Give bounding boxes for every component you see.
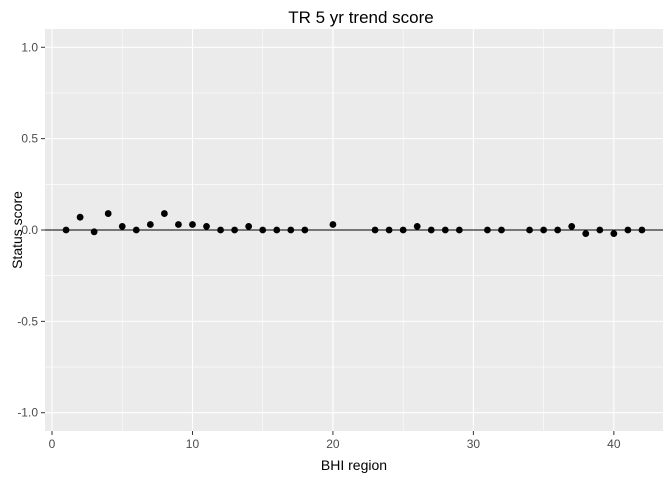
data-point	[90, 228, 98, 236]
x-axis-title: BHI region	[321, 457, 387, 473]
data-point	[62, 226, 70, 234]
data-point	[371, 226, 379, 234]
data-point	[540, 226, 548, 234]
data-point	[610, 230, 618, 238]
data-point	[245, 222, 253, 230]
data-point	[526, 226, 533, 234]
data-point	[132, 226, 140, 234]
data-point	[399, 226, 407, 234]
x-tick-label: 20	[326, 437, 340, 451]
data-point	[498, 226, 505, 234]
y-tick-label: 0.0	[21, 223, 38, 237]
x-tick-label: 40	[607, 437, 621, 451]
data-point	[217, 226, 224, 234]
y-axis: -1.0 -0.5 0.0 0.5 1.0	[17, 40, 45, 420]
data-point	[76, 213, 84, 221]
data-point	[596, 226, 604, 234]
data-point	[385, 226, 393, 234]
chart-title: TR 5 yr trend score	[288, 8, 434, 27]
data-point	[582, 230, 590, 238]
data-point	[118, 222, 126, 230]
data-point	[301, 226, 309, 234]
data-point	[287, 226, 295, 234]
data-point	[554, 226, 562, 234]
data-point	[329, 221, 337, 228]
data-point	[624, 226, 632, 234]
data-point	[427, 226, 435, 234]
y-tick-label: 1.0	[21, 40, 38, 54]
y-axis-title: Status score	[9, 191, 25, 269]
data-points	[62, 210, 646, 238]
x-tick-label: 0	[49, 437, 56, 451]
data-point	[273, 226, 281, 234]
data-point	[104, 210, 112, 217]
data-point	[441, 226, 449, 234]
data-point	[160, 210, 168, 217]
data-point	[146, 221, 154, 228]
y-tick-label: 0.5	[21, 132, 38, 146]
data-point	[568, 222, 576, 230]
data-point	[231, 226, 239, 234]
data-point	[175, 221, 182, 228]
data-point	[189, 221, 196, 228]
data-point	[455, 226, 463, 234]
data-point	[203, 222, 210, 230]
x-tick-label: 10	[186, 437, 200, 451]
data-point	[413, 222, 421, 230]
x-axis: 0 10 20 30 40	[49, 431, 621, 451]
x-tick-label: 30	[467, 437, 481, 451]
data-point	[638, 226, 646, 234]
y-tick-label: -1.0	[17, 406, 38, 420]
y-tick-label: -0.5	[17, 314, 38, 328]
data-point	[259, 226, 267, 234]
data-point	[484, 226, 491, 234]
